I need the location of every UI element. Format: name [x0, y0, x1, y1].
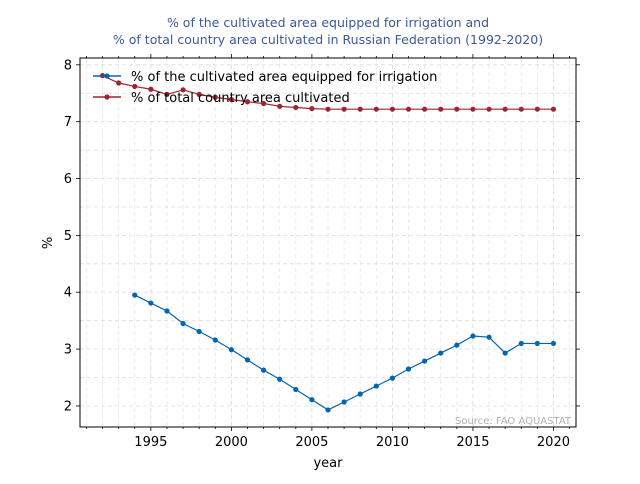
legend: % of the cultivated area equipped for ir…: [93, 70, 437, 106]
data-point-cultivated: [148, 86, 154, 92]
data-point-cultivated: [116, 80, 122, 86]
data-point-cultivated: [405, 106, 412, 112]
data-point-cultivated: [309, 106, 315, 112]
legend-label-cultivated: % of total country area cultivated: [131, 91, 350, 106]
data-point-cultivated: [518, 106, 524, 112]
x-tick-label: 2000: [215, 435, 248, 450]
y-tick-label: 6: [64, 172, 72, 187]
data-point-cultivated: [277, 103, 283, 109]
grid: [80, 58, 576, 427]
data-point-cultivated: [180, 87, 186, 93]
source-note: Source: FAO AQUASTAT: [455, 416, 572, 427]
data-point-cultivated: [196, 91, 202, 97]
axes: 1995 2000 2005 2010 2015 2020 2 3 4 5 6 7 8: [64, 54, 580, 450]
data-point-irrigation: [277, 376, 283, 382]
data-point-irrigation: [180, 320, 186, 327]
x-tick-label: 2015: [456, 435, 489, 450]
data-point-cultivated: [260, 100, 267, 107]
data-point-irrigation: [357, 391, 363, 397]
data-point-cultivated: [422, 106, 428, 112]
y-tick-label: 4: [64, 286, 72, 301]
chart-title-line-1: % of the cultivated area equipped for ir…: [167, 15, 489, 30]
data-point-cultivated: [325, 106, 331, 112]
series: [99, 73, 557, 413]
data-point-irrigation: [164, 308, 170, 314]
legend-marker-cultivated: [104, 94, 110, 100]
data-point-cultivated: [373, 106, 379, 112]
legend-marker-irrigation: [104, 73, 110, 79]
x-tick-label: 2020: [537, 435, 570, 450]
data-point-cultivated: [164, 91, 170, 97]
data-point-irrigation: [309, 397, 315, 403]
y-tick-label: 3: [64, 343, 72, 358]
data-point-cultivated: [502, 106, 508, 112]
data-point-irrigation: [373, 383, 379, 389]
data-point-irrigation: [438, 350, 444, 356]
data-point-cultivated: [454, 106, 460, 112]
data-point-irrigation: [196, 328, 202, 335]
data-point-irrigation: [212, 337, 218, 343]
x-tick-label: 2010: [376, 435, 409, 450]
y-tick-label: 8: [64, 58, 72, 73]
data-point-irrigation: [534, 340, 540, 347]
data-point-irrigation: [148, 300, 154, 306]
data-point-irrigation: [502, 350, 508, 356]
data-point-cultivated: [438, 106, 444, 112]
data-point-irrigation: [389, 375, 396, 381]
data-point-irrigation: [405, 366, 412, 372]
data-point-cultivated: [132, 83, 138, 90]
data-point-cultivated: [486, 106, 492, 112]
y-tick-label: 7: [64, 115, 72, 130]
x-axis-label: year: [313, 456, 343, 471]
chart-title-line-2: % of total country area cultivated in Ru…: [113, 32, 543, 47]
data-point-cultivated: [341, 106, 347, 112]
data-point-irrigation: [260, 367, 267, 373]
data-point-irrigation: [422, 358, 428, 364]
x-tick-label: 1995: [134, 435, 167, 450]
x-tick-label: 2005: [295, 435, 328, 450]
data-point-irrigation: [228, 347, 234, 353]
data-point-irrigation: [518, 340, 524, 347]
data-point-irrigation: [341, 399, 347, 405]
data-point-cultivated: [244, 99, 251, 105]
y-tick-label: 5: [64, 229, 72, 244]
data-point-irrigation: [244, 357, 251, 363]
data-point-irrigation: [486, 334, 492, 340]
data-point-cultivated: [228, 96, 234, 103]
data-point-cultivated: [212, 94, 218, 100]
data-point-irrigation: [132, 292, 138, 298]
data-point-cultivated: [550, 106, 557, 112]
data-point-cultivated: [470, 106, 476, 112]
y-tick-label: 2: [64, 399, 72, 414]
legend-label-irrigation: % of the cultivated area equipped for ir…: [131, 70, 437, 85]
data-point-cultivated: [534, 106, 540, 112]
data-point-cultivated: [357, 106, 363, 112]
data-point-irrigation: [293, 386, 299, 393]
data-point-cultivated: [293, 104, 299, 111]
data-point-irrigation: [454, 342, 460, 348]
data-point-irrigation: [325, 407, 331, 413]
data-point-irrigation: [470, 333, 476, 339]
data-point-irrigation: [550, 340, 557, 347]
y-axis-label: %: [41, 237, 56, 249]
data-point-cultivated: [389, 106, 396, 112]
